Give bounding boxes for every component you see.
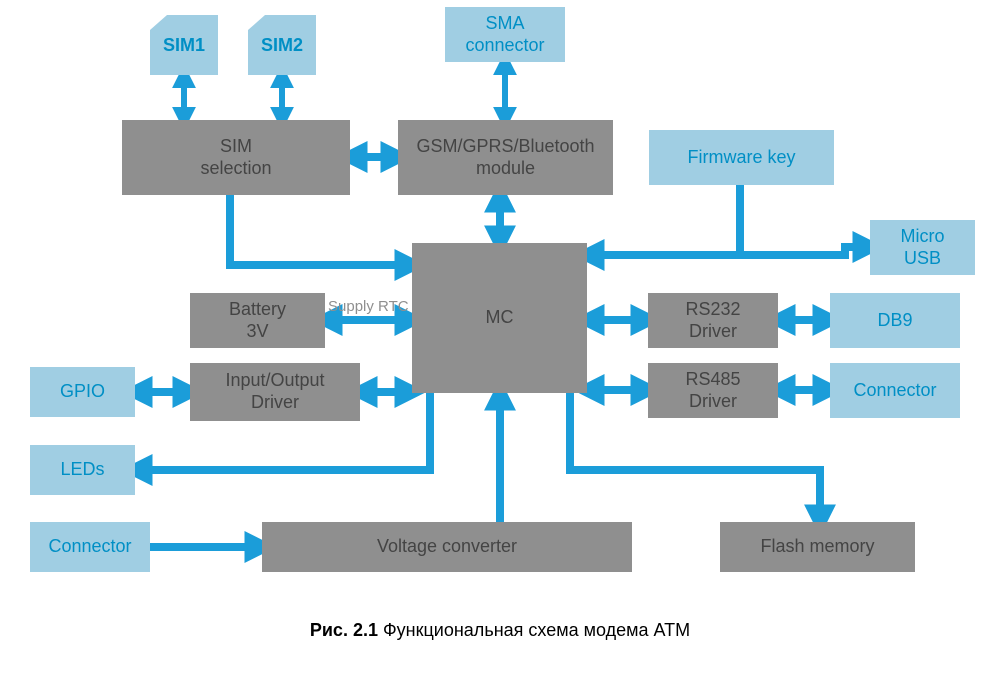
node-conn2: Connector (830, 363, 960, 418)
node-flash: Flash memory (720, 522, 915, 572)
node-simsel: SIMselection (122, 120, 350, 195)
node-gsm: GSM/GPRS/Bluetoothmodule (398, 120, 613, 195)
caption-text: Функциональная схема модема ATM (383, 620, 690, 640)
node-rs232: RS232Driver (648, 293, 778, 348)
node-battery: Battery3V (190, 293, 325, 348)
node-mc: MC (412, 243, 587, 393)
node-sim1: SIM1 (150, 15, 218, 75)
node-musb: MicroUSB (870, 220, 975, 275)
diagram-stage: Рис. 2.1 Функциональная схема модема ATM… (0, 0, 1000, 675)
node-conn1: Connector (30, 522, 150, 572)
node-sma: SMAconnector (445, 7, 565, 62)
node-vconv: Voltage converter (262, 522, 632, 572)
node-sim2: SIM2 (248, 15, 316, 75)
figure-caption: Рис. 2.1 Функциональная схема модема ATM (0, 620, 1000, 641)
caption-prefix: Рис. 2.1 (310, 620, 378, 640)
edge-label-supply_rtc: Supply RTC (328, 298, 409, 315)
node-rs485: RS485Driver (648, 363, 778, 418)
node-fwkey: Firmware key (649, 130, 834, 185)
node-db9: DB9 (830, 293, 960, 348)
node-gpio: GPIO (30, 367, 135, 417)
node-iodrv: Input/OutputDriver (190, 363, 360, 421)
node-leds: LEDs (30, 445, 135, 495)
